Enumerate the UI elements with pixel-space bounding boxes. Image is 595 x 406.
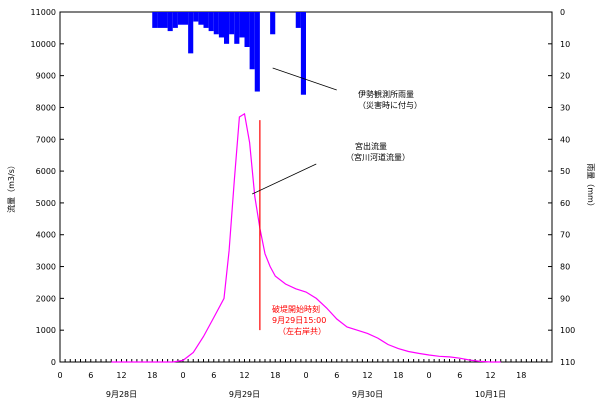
rain-bar <box>183 12 189 25</box>
flow-annotation-leader <box>252 163 317 195</box>
breach-annotation-line2: 9月29日15:00 <box>272 316 326 325</box>
y-right-tick-label: 30 <box>560 103 570 112</box>
y-left-axis-title: 流量（m3/s） <box>6 161 16 213</box>
y-left-tick-label: 9000 <box>36 72 56 81</box>
rain-bar <box>300 12 306 95</box>
y-left-tick-label: 4000 <box>36 231 56 240</box>
breach-annotation-line3: （左右岸共） <box>278 326 326 336</box>
rain-bar <box>218 12 224 38</box>
y-right-tick-label: 50 <box>560 167 570 176</box>
y-right-tick-label: 80 <box>560 263 570 272</box>
rain-bar <box>239 12 245 38</box>
y-left-tick-label: 6000 <box>36 167 56 176</box>
rain-bar <box>244 12 250 47</box>
rain-bar <box>224 12 230 44</box>
y-left-tick-label: 8000 <box>36 103 56 112</box>
x-tick-label: 18 <box>270 371 280 380</box>
x-tick-label: 18 <box>147 371 157 380</box>
rain-bar <box>229 12 235 35</box>
rain-bar <box>152 12 158 28</box>
rain-bar <box>203 12 209 28</box>
x-tick-label: 6 <box>88 371 93 380</box>
x-tick-label: 12 <box>362 371 372 380</box>
rain-bar <box>234 12 240 44</box>
rain-annotation-leader <box>272 67 337 91</box>
rain-bar <box>193 12 199 22</box>
rain-bar <box>254 12 260 92</box>
x-tick-label: 0 <box>426 371 431 380</box>
rain-bar <box>249 12 255 70</box>
rain-annotation-line2: （災害時に付与） <box>358 100 422 110</box>
y-right-tick-label: 20 <box>560 72 570 81</box>
rain-bar <box>157 12 163 28</box>
x-date-label: 9月29日 <box>229 390 260 399</box>
x-tick-label: 12 <box>116 371 126 380</box>
flow-annotation-line2: （宮川河道流量） <box>346 152 410 162</box>
rain-bar <box>172 12 178 28</box>
x-tick-label: 18 <box>393 371 403 380</box>
rain-bar <box>162 12 168 28</box>
x-tick-label: 6 <box>457 371 462 380</box>
x-tick-label: 12 <box>485 371 495 380</box>
x-date-label: 9月28日 <box>106 390 137 399</box>
y-left-tick-label: 2000 <box>36 294 56 303</box>
x-tick-label: 6 <box>334 371 339 380</box>
rain-bar <box>177 12 183 25</box>
y-left-tick-label: 1000 <box>36 326 56 335</box>
x-tick-label: 6 <box>211 371 216 380</box>
rain-annotation-line1: 伊勢観測所雨量 <box>358 89 414 99</box>
flow-annotation-line1: 宮出流量 <box>355 141 387 151</box>
rain-bar <box>208 12 214 32</box>
y-right-tick-label: 70 <box>560 231 570 240</box>
y-right-tick-label: 60 <box>560 199 570 208</box>
rain-bar <box>188 12 194 54</box>
y-right-tick-label: 40 <box>560 135 570 144</box>
y-left-tick-label: 3000 <box>36 263 56 272</box>
y-right-tick-label: 110 <box>560 358 575 367</box>
x-tick-label: 0 <box>303 371 308 380</box>
rain-bar <box>167 12 173 32</box>
x-tick-label: 12 <box>239 371 249 380</box>
rain-bar <box>295 12 301 28</box>
x-date-label: 10月1日 <box>475 390 506 399</box>
y-right-tick-label: 100 <box>560 326 575 335</box>
y-left-tick-label: 7000 <box>36 135 56 144</box>
rain-bar <box>198 12 204 25</box>
y-right-axis-title: 雨量（mm） <box>586 163 595 211</box>
x-tick-label: 18 <box>516 371 526 380</box>
x-tick-label: 0 <box>180 371 185 380</box>
breach-annotation-line1: 破堤開始時刻 <box>272 304 320 314</box>
y-left-tick-label: 10000 <box>31 40 56 49</box>
y-right-tick-label: 10 <box>560 40 570 49</box>
x-tick-label: 0 <box>57 371 62 380</box>
y-left-tick-label: 5000 <box>36 199 56 208</box>
flow-line <box>111 112 501 363</box>
rain-bar <box>270 12 276 35</box>
y-right-tick-label: 90 <box>560 294 570 303</box>
x-date-label: 9月30日 <box>352 390 383 399</box>
y-left-tick-label: 11000 <box>31 8 56 17</box>
y-left-tick-label: 0 <box>51 358 56 367</box>
y-right-tick-label: 0 <box>560 8 565 17</box>
rain-bar <box>213 12 219 35</box>
